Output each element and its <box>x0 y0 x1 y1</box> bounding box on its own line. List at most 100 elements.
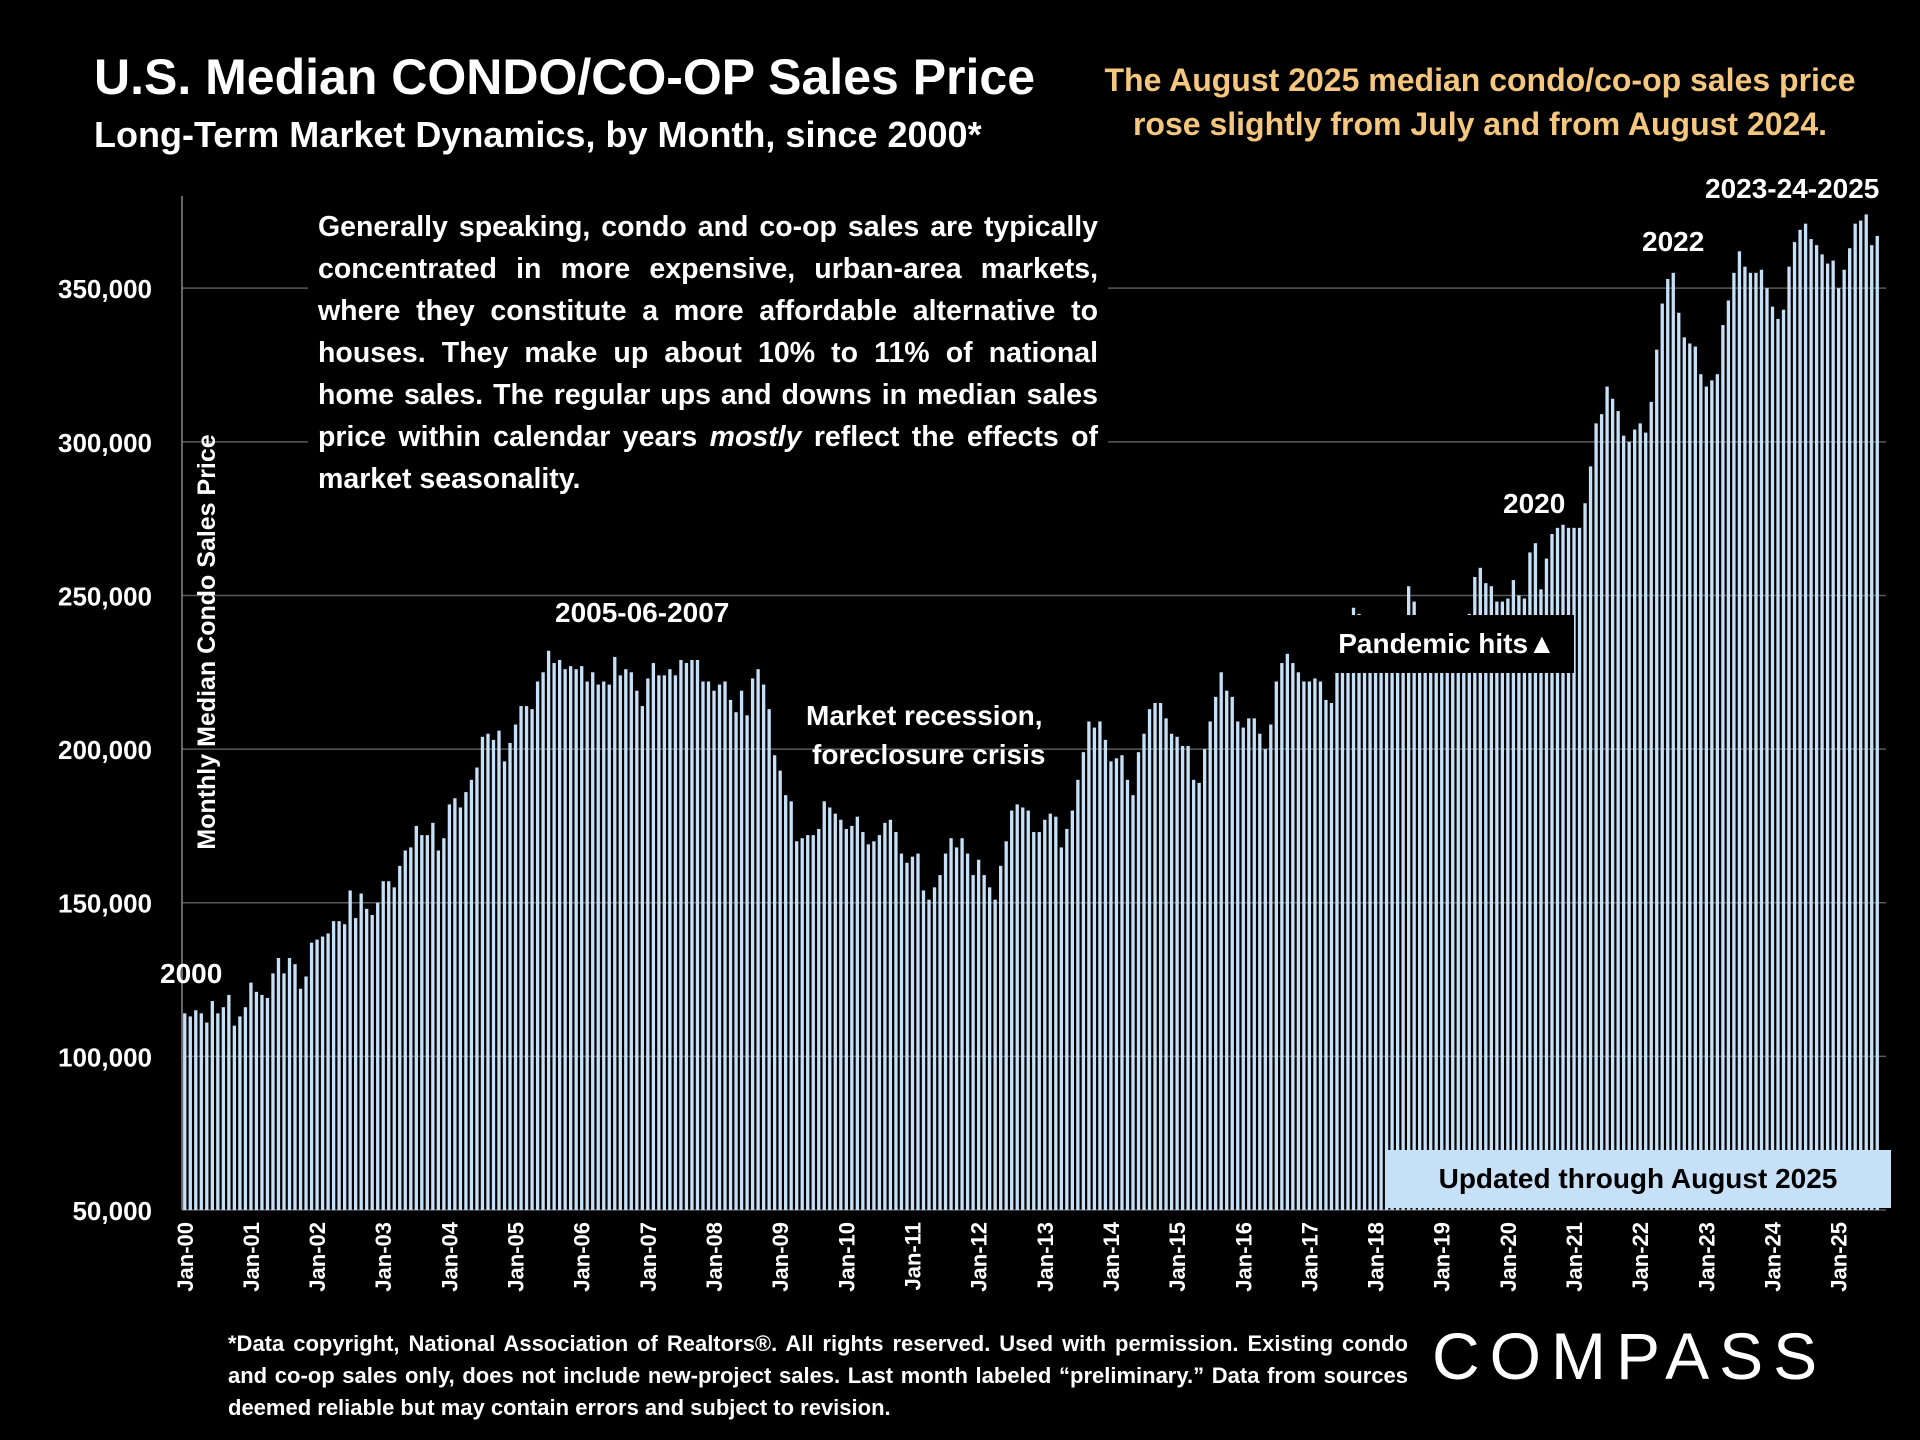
annotation-2022: 2022 <box>1642 226 1705 257</box>
bar <box>436 850 441 1210</box>
bar-series <box>183 214 1879 1211</box>
bar <box>365 908 369 1210</box>
bar <box>1864 214 1868 1210</box>
bar <box>1473 577 1477 1210</box>
bar <box>1550 534 1554 1210</box>
y-axis-ticks: 50,000 100,000 150,000 200,000 250,000 300,00… <box>58 274 152 1226</box>
bar <box>557 659 562 1210</box>
bar <box>205 1022 209 1210</box>
bar <box>414 825 418 1210</box>
updated-through-badge: Updated through August 2025 <box>1385 1150 1891 1208</box>
bar <box>1539 589 1543 1210</box>
y-tick-label: 100,000 <box>58 1042 152 1072</box>
bar <box>447 804 452 1210</box>
bar <box>1798 229 1802 1211</box>
bar <box>1859 220 1863 1210</box>
bar <box>1429 638 1433 1210</box>
bar <box>491 739 496 1210</box>
bar <box>591 672 595 1210</box>
bar <box>304 976 308 1210</box>
headline-note: The August 2025 median condo/co-op sales… <box>1104 62 1856 142</box>
bar <box>1406 586 1411 1210</box>
bar <box>1274 681 1278 1210</box>
bar <box>1037 832 1041 1210</box>
bar <box>999 865 1003 1210</box>
bar <box>1263 749 1267 1210</box>
bar <box>1070 810 1074 1210</box>
bar <box>778 770 782 1210</box>
page-subtitle: Long-Term Market Dynamics, by Month, sin… <box>94 114 982 155</box>
bar <box>916 853 920 1210</box>
bar <box>772 755 777 1210</box>
bar <box>1087 721 1091 1210</box>
bar <box>1599 414 1604 1210</box>
bar <box>662 675 667 1210</box>
bar <box>519 706 523 1210</box>
bar <box>1621 435 1626 1210</box>
bar <box>348 890 352 1210</box>
bar <box>899 853 904 1210</box>
bar <box>910 856 915 1210</box>
bar <box>1010 810 1014 1210</box>
bar <box>806 835 810 1210</box>
bar <box>221 1007 225 1210</box>
bar <box>497 730 501 1210</box>
bar <box>734 712 738 1210</box>
bar <box>1164 718 1168 1210</box>
bar <box>635 690 639 1210</box>
bar <box>1566 527 1571 1210</box>
bar <box>1302 681 1306 1210</box>
bar <box>326 933 330 1210</box>
bar <box>282 973 286 1210</box>
bar <box>1726 300 1731 1211</box>
bar <box>442 838 446 1210</box>
bar <box>315 939 319 1210</box>
bar <box>888 819 893 1210</box>
y-tick-label: 350,000 <box>58 274 152 304</box>
bar <box>1500 601 1505 1210</box>
x-tick-label: Jan-02 <box>305 1222 330 1292</box>
bar <box>1158 703 1163 1210</box>
bar <box>276 958 281 1210</box>
bar <box>271 973 275 1210</box>
bar <box>420 835 424 1210</box>
bar <box>932 887 937 1210</box>
bar <box>1191 779 1196 1210</box>
bar <box>502 761 507 1210</box>
bar <box>811 835 815 1210</box>
bar <box>1285 653 1290 1210</box>
bar <box>938 875 942 1210</box>
bar <box>238 1016 242 1210</box>
bar <box>1373 647 1378 1210</box>
bar <box>1445 641 1449 1210</box>
bar <box>1313 678 1317 1210</box>
x-tick-label: Jan-25 <box>1827 1222 1852 1292</box>
bar <box>359 893 363 1210</box>
bar <box>954 847 959 1210</box>
bar <box>866 844 871 1210</box>
bar <box>1478 567 1482 1210</box>
bar <box>227 994 231 1210</box>
bar <box>1175 736 1179 1210</box>
bar <box>1324 699 1328 1210</box>
bar <box>1655 349 1659 1210</box>
bar <box>254 991 259 1210</box>
bar <box>728 699 733 1210</box>
bar <box>1704 386 1708 1210</box>
annotation-2020: 2020 <box>1503 488 1566 519</box>
bar <box>1021 807 1025 1210</box>
bar <box>1588 466 1593 1210</box>
bar <box>1660 303 1664 1210</box>
bar <box>1489 586 1493 1210</box>
bar <box>183 1013 187 1210</box>
bar <box>756 669 760 1210</box>
bar <box>1203 749 1207 1210</box>
note-emphasis: mostly <box>709 421 802 453</box>
bar <box>668 669 672 1210</box>
bar <box>1677 312 1681 1210</box>
footnote: *Data copyright, National Association of… <box>228 1331 1408 1420</box>
bar <box>927 899 931 1210</box>
bar <box>1197 782 1201 1210</box>
bar <box>552 663 556 1210</box>
